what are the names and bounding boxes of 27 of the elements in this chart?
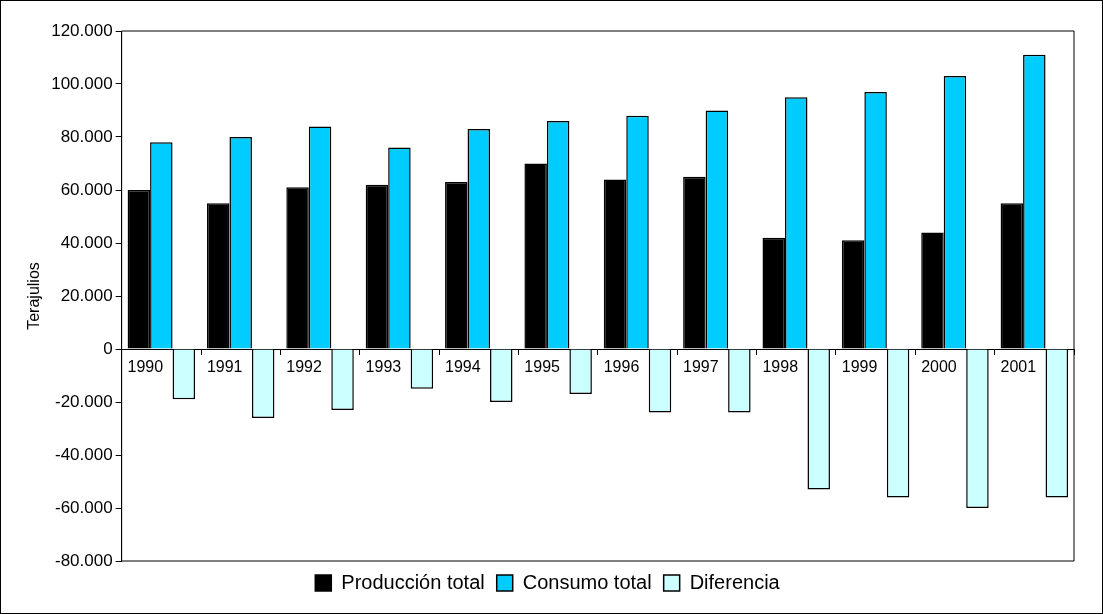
x-tick-label: 1990 bbox=[127, 358, 164, 376]
legend-label: Producción total bbox=[341, 570, 485, 593]
x-tick-label: 1991 bbox=[206, 358, 243, 376]
y-tick-label: 100.000 bbox=[51, 73, 113, 93]
x-tick-label: 1999 bbox=[841, 358, 878, 376]
x-tick-label: 2000 bbox=[921, 358, 957, 376]
y-tick-label: 120.000 bbox=[51, 20, 113, 40]
y-tick-label: -60.000 bbox=[54, 497, 113, 517]
y-tick-label: -80.000 bbox=[54, 550, 113, 570]
y-tick-label: 20.000 bbox=[60, 285, 113, 305]
x-tick-label: 1996 bbox=[603, 358, 640, 376]
x-tick-label: 1998 bbox=[762, 358, 799, 376]
y-tick-label: 0 bbox=[103, 338, 113, 358]
y-tick-label: 60.000 bbox=[60, 179, 113, 199]
y-tick-label: 80.000 bbox=[60, 126, 113, 146]
legend-label: Consumo total bbox=[522, 570, 652, 593]
x-tick-label: 1992 bbox=[286, 358, 322, 376]
y-tick-label: -20.000 bbox=[54, 391, 113, 411]
x-tick-label: 2001 bbox=[1000, 358, 1037, 376]
y-tick-label: 40.000 bbox=[60, 232, 113, 252]
x-tick-label: 1995 bbox=[524, 358, 561, 376]
x-tick-label: 1993 bbox=[365, 358, 402, 376]
x-tick-label: 1994 bbox=[444, 358, 481, 376]
y-axis-title: Terajulios bbox=[25, 262, 43, 330]
legend-label: Diferencia bbox=[689, 570, 781, 593]
y-tick-label: -40.000 bbox=[54, 444, 113, 464]
x-tick-label: 1997 bbox=[683, 358, 719, 376]
